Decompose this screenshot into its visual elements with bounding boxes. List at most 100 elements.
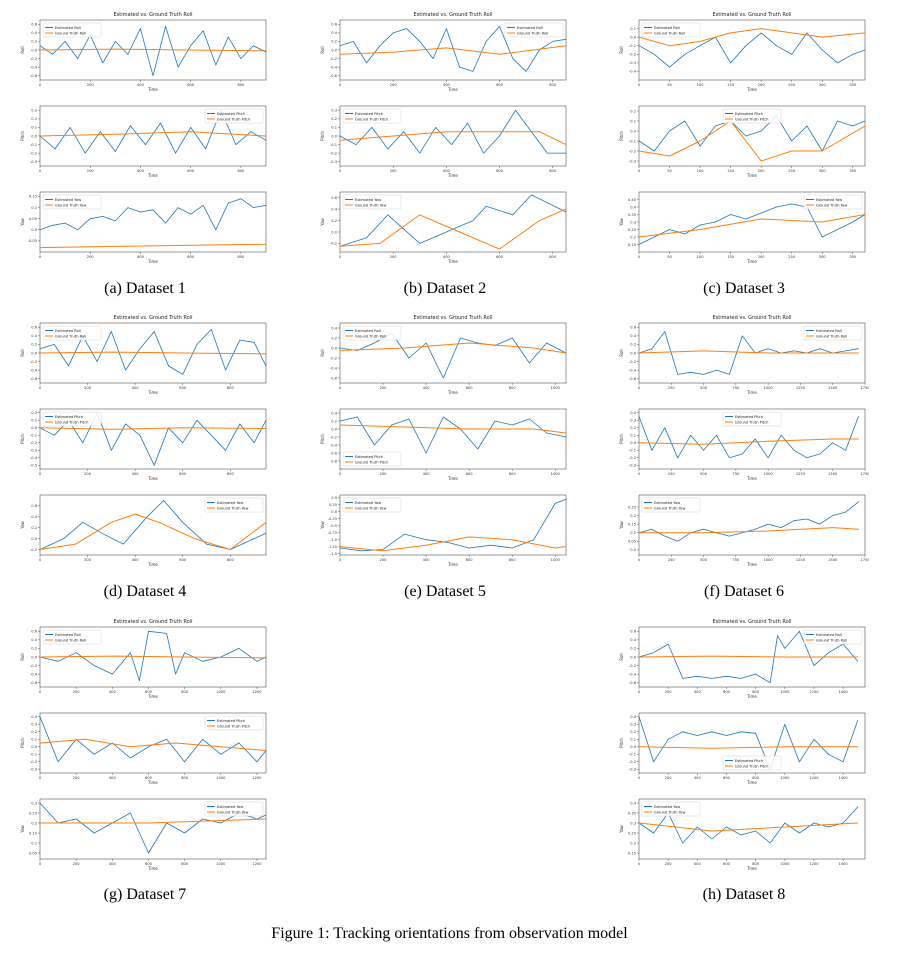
x-tick-label: 150 — [727, 169, 735, 173]
data-point-estimated — [366, 62, 367, 64]
data-point-estimated — [77, 58, 79, 59]
legend-label: Ground Truth Roll — [55, 31, 86, 35]
data-point-ground-truth — [392, 135, 394, 137]
legend-label: Ground Truth Roll — [55, 334, 86, 338]
x-tick-label: 600 — [145, 776, 153, 780]
data-point-estimated — [379, 45, 381, 47]
data-point-estimated — [565, 152, 567, 154]
x-tick-label: 250 — [668, 472, 676, 476]
data-point-estimated — [140, 211, 141, 213]
data-point-ground-truth — [39, 656, 41, 658]
x-tick-label: 1000 — [780, 776, 790, 780]
y-axis-label: Roll — [619, 349, 624, 356]
subplot-d-2: -0.2 0.0 0.2 0.4 0.6 0 200 400 600 800 Time Yaw Esti… — [20, 494, 267, 567]
data-point-estimated — [205, 148, 207, 150]
figure-caption: Figure 1: Tracking orientations from obs… — [271, 925, 628, 942]
x-axis-label: Time — [147, 87, 158, 92]
x-tick-label: 1200 — [252, 690, 262, 694]
chart-title: Estimated vs. Ground Truth Roll — [713, 315, 792, 321]
x-tick-label: 1200 — [252, 776, 262, 780]
caption-d: (d) Dataset 4 — [103, 583, 187, 600]
data-point-estimated — [130, 652, 131, 654]
x-tick-label: 800 — [237, 169, 245, 173]
data-point-estimated — [391, 424, 393, 426]
data-point-estimated — [406, 28, 407, 29]
y-tick-label: -0.05 — [28, 239, 37, 243]
legend-label: Estimated Pitch — [217, 112, 245, 116]
legend-box — [803, 629, 863, 645]
x-tick-label: 1250 — [796, 472, 806, 476]
y-tick-label: -0.1 — [629, 753, 636, 757]
x-tick-label: 400 — [137, 169, 145, 173]
data-point-estimated — [101, 532, 103, 534]
data-point-estimated — [740, 678, 742, 679]
x-tick-label: 600 — [187, 83, 195, 87]
x-tick-label: 800 — [181, 862, 189, 866]
data-point-estimated — [845, 350, 846, 352]
data-point-estimated — [339, 45, 341, 47]
x-tick-label: 600 — [466, 386, 474, 390]
data-point-estimated — [130, 125, 131, 127]
x-tick-label: 1750 — [860, 472, 869, 476]
data-point-estimated — [684, 233, 686, 235]
data-point-ground-truth — [638, 150, 640, 152]
x-tick-label: 1250 — [796, 386, 806, 390]
y-tick-label: -0.3 — [629, 464, 636, 468]
y-tick-label: 0.05 — [628, 540, 636, 544]
data-point-estimated — [726, 735, 727, 736]
y-tick-label: 0.2 — [630, 841, 636, 845]
caption-b: (b) Dataset 2 — [403, 280, 487, 297]
data-point-estimated — [638, 140, 640, 142]
data-point-ground-truth — [148, 822, 149, 824]
x-tick-label: 150 — [727, 83, 735, 87]
y-tick-label: -0.1 — [629, 44, 636, 48]
y-axis-label: Pitch — [619, 434, 624, 444]
chart-title: Estimated vs. Ground Truth Roll — [713, 12, 792, 18]
data-point-ground-truth — [499, 131, 500, 133]
y-tick-label: 0.2 — [331, 336, 337, 340]
data-point-estimated — [339, 347, 341, 349]
data-point-estimated — [754, 528, 756, 530]
legend-label: Estimated Roll — [816, 633, 842, 637]
chart-title: Estimated vs. Ground Truth Roll — [114, 315, 193, 321]
series-line-estimated — [638, 416, 859, 459]
data-point-estimated — [139, 680, 140, 681]
data-point-estimated — [777, 635, 778, 636]
series-line-ground-truth — [39, 655, 267, 659]
y-tick-label: 0.4 — [630, 638, 636, 642]
y-tick-label: 0.6 — [630, 326, 636, 330]
data-point-estimated — [755, 673, 756, 675]
data-point-estimated — [253, 45, 254, 47]
data-point-estimated — [68, 365, 69, 367]
legend-box — [504, 22, 564, 38]
data-point-ground-truth — [858, 352, 859, 354]
y-tick-label: 0.1 — [630, 119, 636, 123]
x-tick-label: 0 — [39, 472, 42, 476]
y-tick-label: 0.2 — [630, 343, 636, 347]
data-point-estimated — [265, 139, 267, 141]
x-tick-label: 200 — [758, 169, 766, 173]
data-point-ground-truth — [857, 746, 859, 748]
data-point-ground-truth — [265, 521, 267, 523]
series-line-ground-truth — [339, 208, 567, 250]
data-point-ground-truth — [190, 244, 192, 246]
x-axis-label: Time — [447, 562, 458, 567]
y-tick-label: 0.3 — [31, 109, 37, 113]
y-tick-label: -0.1 — [629, 139, 636, 143]
data-point-estimated — [93, 665, 95, 666]
subplot-a-2: -0.05 0.0 0.05 0.1 0.15 0 200 400 600 800 Time Yaw E… — [20, 191, 267, 264]
data-point-estimated — [741, 532, 743, 534]
data-point-estimated — [225, 369, 226, 371]
data-point-ground-truth — [638, 352, 640, 354]
data-point-estimated — [813, 665, 815, 666]
data-point-ground-truth — [182, 352, 184, 354]
y-tick-label: 0.0 — [630, 351, 636, 355]
data-point-estimated — [784, 723, 786, 725]
caption-h: (h) Dataset 8 — [702, 886, 786, 903]
data-point-estimated — [696, 735, 698, 736]
x-axis-label: Time — [746, 694, 757, 699]
y-tick-label: 0.25 — [628, 228, 636, 232]
